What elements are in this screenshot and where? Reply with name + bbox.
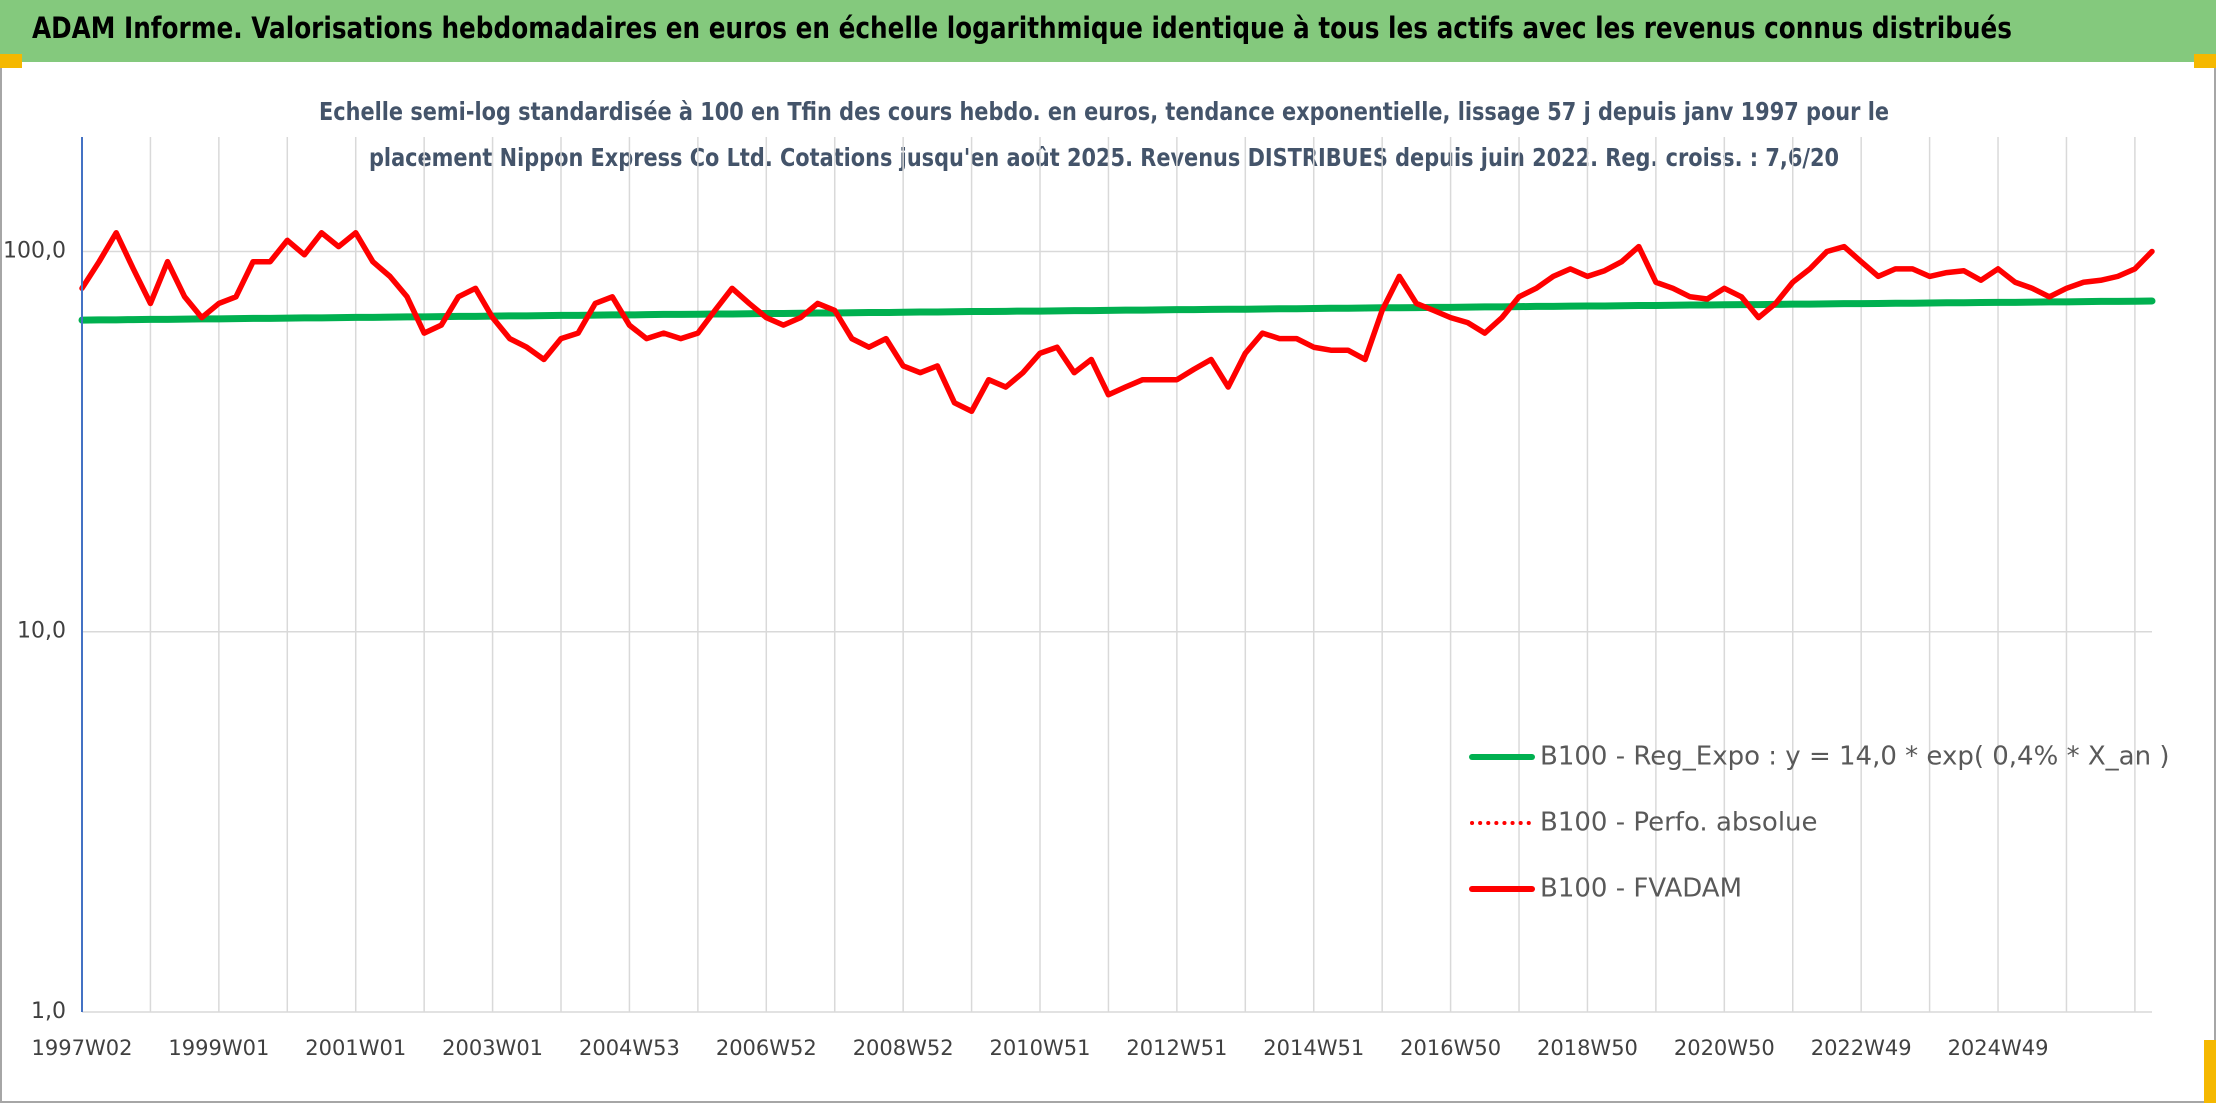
x-tick-label: 2024W49 <box>1948 1036 2049 1060</box>
header-bar <box>0 0 2216 62</box>
x-tick-label: 2022W49 <box>1811 1036 1912 1060</box>
legend: B100 - Reg_Expo : y = 14,0 * exp( 0,4% *… <box>1469 742 2169 904</box>
plot-area <box>78 230 2156 415</box>
y-tick-label: 100,0 <box>3 238 66 263</box>
x-tick-label: 2008W52 <box>853 1036 954 1060</box>
legend-label: B100 - Perfo. absolue <box>1540 808 1818 838</box>
chart-subtitle: placement Nippon Express Co Ltd. Cotatio… <box>369 143 1839 172</box>
x-tick-label: 2006W52 <box>716 1036 817 1060</box>
x-tick-label: 2010W51 <box>990 1036 1091 1060</box>
series-line <box>78 297 2156 324</box>
chart-subtitle: Echelle semi-log standardisée à 100 en T… <box>319 97 1889 126</box>
series-line <box>79 230 2155 415</box>
x-tick-label: 2004W53 <box>579 1036 680 1060</box>
x-tick-label: 2016W50 <box>1400 1036 1501 1060</box>
x-tick-label: 1999W01 <box>168 1036 269 1060</box>
legend-label: B100 - FVADAM <box>1540 874 1742 904</box>
x-tick-label: 2001W01 <box>305 1036 406 1060</box>
x-tick-label: 2003W01 <box>442 1036 543 1060</box>
y-tick-label: 10,0 <box>17 619 66 644</box>
x-tick-label: 2014W51 <box>1263 1036 1364 1060</box>
legend-label: B100 - Reg_Expo : y = 14,0 * exp( 0,4% *… <box>1540 742 2169 772</box>
corner-mark <box>0 54 22 68</box>
chart-title: ADAM Informe. Valorisations hebdomadaire… <box>32 11 2012 45</box>
corner-mark <box>2204 1040 2216 1103</box>
x-tick-label: 2012W51 <box>1126 1036 1227 1060</box>
x-tick-label: 2018W50 <box>1537 1036 1638 1060</box>
x-tick-label: 1997W02 <box>32 1036 133 1060</box>
corner-mark <box>2194 54 2216 68</box>
x-tick-label: 2020W50 <box>1674 1036 1775 1060</box>
y-tick-label: 1,0 <box>31 999 66 1024</box>
grid: 1,0 10,0 100,0 1997W02 1999W01 2001W01 2003W01… <box>3 137 2152 1060</box>
